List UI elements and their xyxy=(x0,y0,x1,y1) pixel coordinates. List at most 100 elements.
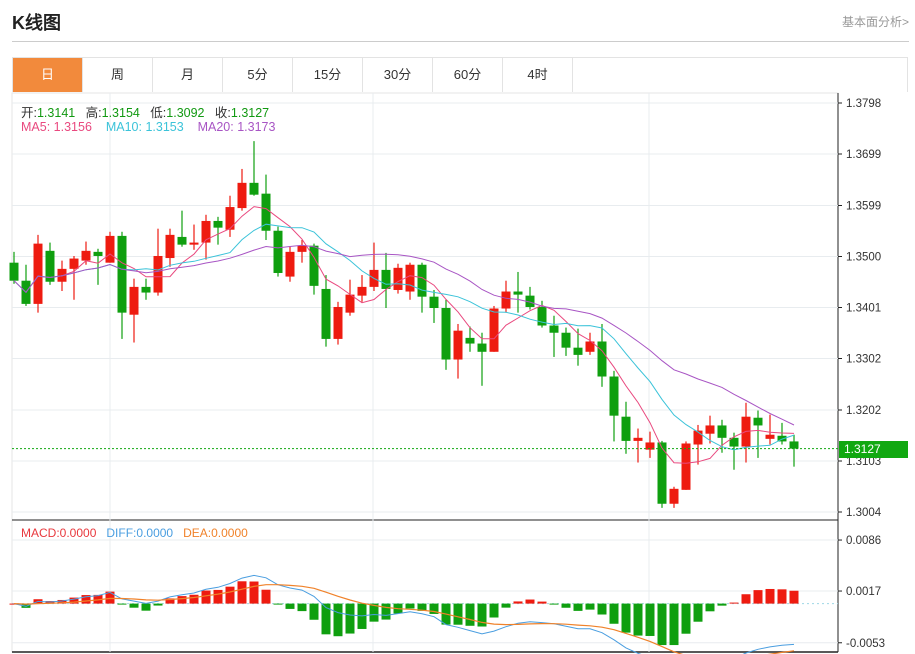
candle-down xyxy=(537,306,547,326)
open-value: 1.3141 xyxy=(36,106,76,120)
candle-down xyxy=(657,442,667,504)
macd-bar-negative xyxy=(429,603,439,614)
tab-30min[interactable]: 30分 xyxy=(363,58,433,92)
macd-bar-positive xyxy=(105,591,115,604)
candle-up xyxy=(285,251,295,277)
candle-down xyxy=(717,425,727,438)
macd-bar-positive xyxy=(513,601,523,604)
tab-week[interactable]: 周 xyxy=(83,58,153,92)
candle-up xyxy=(393,267,403,290)
candle-up xyxy=(501,291,511,309)
candle-up xyxy=(33,243,43,304)
macd-bar-negative xyxy=(489,603,499,618)
macd-bar-positive xyxy=(249,581,259,604)
candle-down xyxy=(273,230,283,273)
macd-legend: MACD:0.0000 DIFF:0.0000 DEA:0.0000 xyxy=(21,526,248,540)
macd-bar-negative xyxy=(669,603,679,646)
candle-down xyxy=(621,416,631,441)
candle-down xyxy=(729,437,739,447)
candle-up xyxy=(489,308,499,352)
ma5-label: MA5: xyxy=(21,120,51,134)
macd-bar-negative xyxy=(609,603,619,624)
macd-bar-negative xyxy=(549,603,559,605)
macd-bar-positive xyxy=(81,595,91,604)
tab-4h[interactable]: 4时 xyxy=(503,58,573,92)
candle-down xyxy=(381,269,391,289)
macd-bar-negative xyxy=(453,603,463,625)
macd-bar-negative xyxy=(657,603,667,646)
macd-tick-label: 0.0086 xyxy=(846,535,881,547)
macd-bar-negative xyxy=(597,603,607,615)
macd-bar-positive xyxy=(237,581,247,604)
dea-value: 0.0000 xyxy=(211,526,248,540)
divider xyxy=(12,41,909,42)
candle-down xyxy=(441,308,451,360)
macd-bar-negative xyxy=(693,603,703,622)
candle-down xyxy=(525,295,535,307)
macd-bar-negative xyxy=(285,603,295,609)
macd-bar-negative xyxy=(633,603,643,636)
low-value: 1.3092 xyxy=(166,106,205,120)
ma20-label: MA20: xyxy=(197,120,234,134)
macd-bar-positive xyxy=(537,601,547,604)
macd-bar-positive xyxy=(741,594,751,604)
macd-bar-negative xyxy=(405,603,415,609)
price-tick-label: 1.3599 xyxy=(846,201,881,213)
candle-down xyxy=(753,417,763,426)
page-title: K线图 xyxy=(12,13,61,33)
candle-up xyxy=(225,207,235,230)
macd-tick-label: 0.0017 xyxy=(846,586,881,598)
macd-bar-negative xyxy=(333,603,343,637)
candle-down xyxy=(561,332,571,348)
tab-month[interactable]: 月 xyxy=(153,58,223,92)
period-tabs: 日 周 月 5分 15分 30分 60分 4时 xyxy=(12,57,908,92)
macd-bar-negative xyxy=(573,603,583,611)
macd-bar-negative xyxy=(153,603,163,606)
macd-bar-positive xyxy=(765,588,775,604)
current-price-tag: 1.3127 xyxy=(839,441,908,458)
candle-down xyxy=(213,220,223,228)
macd-bar-negative xyxy=(717,603,727,606)
macd-bar-negative xyxy=(645,603,655,636)
candle-down xyxy=(429,296,439,309)
candle-down xyxy=(573,347,583,355)
candle-up xyxy=(645,442,655,450)
macd-bar-positive xyxy=(729,602,739,604)
macd-bar-positive xyxy=(213,589,223,604)
ma5-value: 1.3156 xyxy=(53,120,92,134)
macd-bar-negative xyxy=(309,603,319,620)
macd-bar-negative xyxy=(117,603,127,605)
tab-60min[interactable]: 60分 xyxy=(433,58,503,92)
tab-15min[interactable]: 15分 xyxy=(293,58,363,92)
macd-bar-positive xyxy=(225,586,235,604)
macd-bar-positive xyxy=(165,598,175,604)
macd-bar-negative xyxy=(417,603,427,611)
tab-5min[interactable]: 5分 xyxy=(223,58,293,92)
macd-bar-negative xyxy=(681,603,691,634)
ma10-label: MA10: xyxy=(105,120,142,134)
fundamentals-link[interactable]: 基本面分析> xyxy=(841,15,909,29)
candle-down xyxy=(309,245,319,286)
macd-bar-negative xyxy=(345,603,355,634)
ohlc-legend: 开:1.3141 高:1.3154 低:1.3092 收:1.3127 xyxy=(21,102,269,121)
candle-up xyxy=(357,286,367,296)
diff-line xyxy=(13,574,795,654)
plot-frame xyxy=(11,92,839,653)
price-tick-label: 1.3302 xyxy=(846,353,881,365)
price-tick-label: 1.3798 xyxy=(846,98,881,110)
ma10-line xyxy=(13,223,795,451)
macd-bar-positive xyxy=(777,589,787,604)
candle-up xyxy=(81,250,91,261)
candle-up xyxy=(669,488,679,504)
candle-down xyxy=(549,325,559,333)
macd-bar-positive xyxy=(261,589,271,604)
high-label: 高: xyxy=(85,106,102,120)
macd-bar-negative xyxy=(465,603,475,626)
macd-bar-negative xyxy=(561,603,571,608)
tab-day[interactable]: 日 xyxy=(13,58,83,92)
macd-bar-positive xyxy=(189,594,199,604)
candle-down xyxy=(597,341,607,377)
price-tick-label: 1.3699 xyxy=(846,149,881,161)
macd-bar-negative xyxy=(141,603,151,611)
